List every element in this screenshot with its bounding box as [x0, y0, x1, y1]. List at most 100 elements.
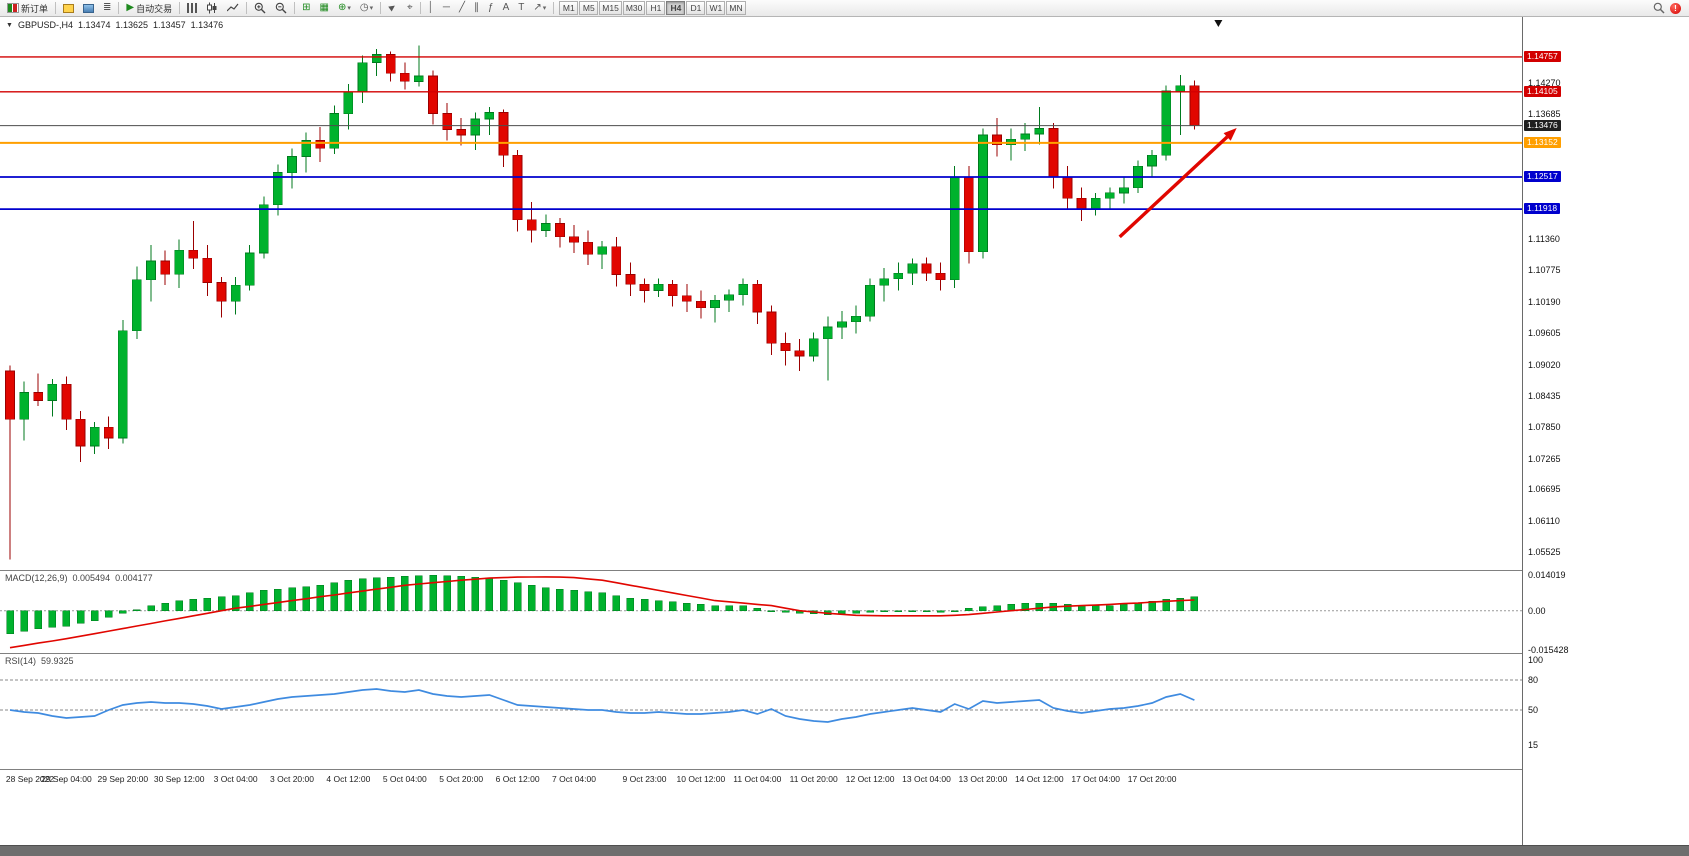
navigator-button[interactable]: ≣ — [99, 1, 115, 16]
price-axis[interactable]: 1.14270 1.13685 1.11360 1.10775 1.10190 1.096… — [1523, 17, 1689, 845]
candle — [230, 277, 241, 315]
candle — [75, 411, 86, 463]
market-watch-button[interactable] — [79, 1, 98, 16]
notification-icon[interactable]: ! — [1670, 2, 1681, 14]
arrows-tool-button[interactable]: ↗ ▾ — [529, 1, 550, 16]
candle — [837, 310, 847, 339]
zoom-in-button[interactable] — [250, 1, 270, 16]
candle — [1076, 187, 1087, 221]
candle — [653, 278, 664, 297]
cursor-tool-button[interactable]: ► — [384, 0, 402, 16]
toolbar-separator — [419, 2, 421, 14]
rsi-axis-tick: 80 — [1528, 675, 1539, 685]
candle — [385, 51, 396, 82]
tab-timeframe-w1[interactable]: W1 — [706, 1, 726, 15]
chevron-down-icon: ▾ — [347, 5, 351, 12]
tab-timeframe-d1[interactable]: D1 — [686, 1, 706, 15]
rsi-panel[interactable] — [0, 653, 1522, 769]
candle — [780, 332, 791, 366]
autotrading-button[interactable]: ▶ 自动交易 — [122, 1, 176, 16]
panel-separator[interactable] — [0, 653, 1570, 654]
window-grid-button[interactable]: ▦ — [316, 1, 333, 16]
time-axis-label: 17 Oct 20:00 — [1127, 774, 1177, 784]
toolbar: 新订单 ≣ ▶ 自动交易 — [0, 0, 1689, 17]
zoom-out-icon — [275, 2, 287, 14]
text-label-icon: T — [518, 2, 525, 13]
rsi-line — [9, 688, 1195, 723]
search-icon[interactable] — [1653, 2, 1665, 14]
time-axis-label: 13 Oct 20:00 — [958, 774, 1008, 784]
candlestick-chart-button[interactable] — [202, 1, 222, 16]
level-price-label: 1.12517 — [1524, 170, 1561, 182]
text-label-tool-button[interactable]: T — [514, 1, 528, 16]
crosshair-icon: ⌖ — [407, 2, 413, 13]
candle — [611, 236, 622, 287]
clock-icon: ◷ — [359, 2, 369, 13]
panel-separator[interactable] — [0, 570, 1570, 571]
channel-tool-button[interactable]: ∥ — [470, 1, 483, 16]
candle — [738, 278, 749, 306]
tab-timeframe-m30[interactable]: M30 — [622, 1, 646, 15]
toolbar-separator — [294, 2, 296, 14]
price-axis-tick: 1.09020 — [1528, 359, 1561, 370]
channel-icon: ∥ — [474, 2, 480, 13]
time-axis-label: 11 Oct 20:00 — [789, 774, 838, 784]
period-button[interactable]: ◷ ▾ — [356, 1, 377, 16]
candle — [287, 148, 297, 189]
candle — [470, 112, 481, 150]
price-axis-tick: 1.06695 — [1528, 484, 1561, 495]
candle — [1048, 123, 1059, 189]
price-axis-tick: 1.06110 — [1528, 515, 1560, 526]
macd-histogram — [6, 574, 1199, 634]
candle — [893, 262, 904, 291]
candle — [19, 381, 29, 441]
tab-timeframe-h1[interactable]: H1 — [646, 1, 666, 15]
candlestick-icon — [207, 2, 217, 14]
candle — [1119, 176, 1129, 204]
tab-timeframe-m1[interactable]: M1 — [559, 1, 579, 15]
axis-divider — [1522, 17, 1523, 845]
new-chart-button[interactable] — [59, 1, 78, 16]
horizontal-line-tool-button[interactable]: ─ — [439, 1, 454, 16]
line-chart-button[interactable] — [223, 1, 243, 16]
new-order-button[interactable]: 新订单 — [3, 1, 52, 16]
trend-arrow[interactable] — [1118, 135, 1229, 239]
candle — [907, 258, 918, 286]
bar-chart-button[interactable] — [183, 1, 201, 16]
collapse-icon[interactable]: ▼ — [6, 21, 13, 29]
fibonacci-tool-button[interactable]: ƒ — [484, 1, 498, 16]
chart-window[interactable]: ▼ GBPUSD-,H4 1.13474 1.13625 1.13457 1.1… — [0, 17, 1570, 845]
candle — [992, 117, 1002, 157]
crosshair-tool-button[interactable]: ⌖ — [403, 1, 417, 16]
candle — [583, 230, 593, 265]
candle — [569, 225, 579, 253]
tab-timeframe-m5[interactable]: M5 — [579, 1, 599, 15]
candle — [357, 55, 368, 103]
price-axis-tick: 1.08435 — [1528, 390, 1561, 401]
tab-timeframe-h4[interactable]: H4 — [666, 1, 686, 15]
text-tool-button[interactable]: A — [499, 1, 514, 16]
trendline-tool-button[interactable]: ╱ — [455, 1, 469, 16]
chevron-down-icon: ▾ — [542, 5, 547, 12]
candle — [456, 117, 467, 146]
symbol-period-label: GBPUSD-,H4 — [17, 20, 73, 30]
panel-separator[interactable] — [0, 769, 1570, 770]
time-axis-label: 3 Oct 04:00 — [213, 774, 258, 784]
price-axis-tick: 1.09605 — [1528, 328, 1561, 339]
ohlc-low: 1.13457 — [153, 20, 186, 30]
tab-timeframe-m15[interactable]: M15 — [599, 1, 622, 15]
add-indicator-button[interactable]: ⊕ ▾ — [334, 1, 355, 16]
price-chart[interactable] — [0, 17, 1522, 570]
add-indicator-icon: ⊕ — [337, 2, 347, 13]
vertical-line-tool-button[interactable]: │ — [424, 1, 438, 16]
candle — [696, 290, 706, 319]
candle — [258, 196, 269, 259]
macd-panel[interactable] — [0, 570, 1522, 653]
tab-timeframe-mn[interactable]: MN — [726, 1, 746, 15]
price-axis-tick: 1.13685 — [1528, 109, 1561, 120]
tile-windows-button[interactable]: ⊞ — [298, 1, 314, 16]
time-axis[interactable]: 28 Sep 2022 29 Sep 04:00 29 Sep 20:00 30 Se… — [0, 769, 1522, 792]
candle — [526, 202, 537, 243]
zoom-out-button[interactable] — [271, 1, 291, 16]
